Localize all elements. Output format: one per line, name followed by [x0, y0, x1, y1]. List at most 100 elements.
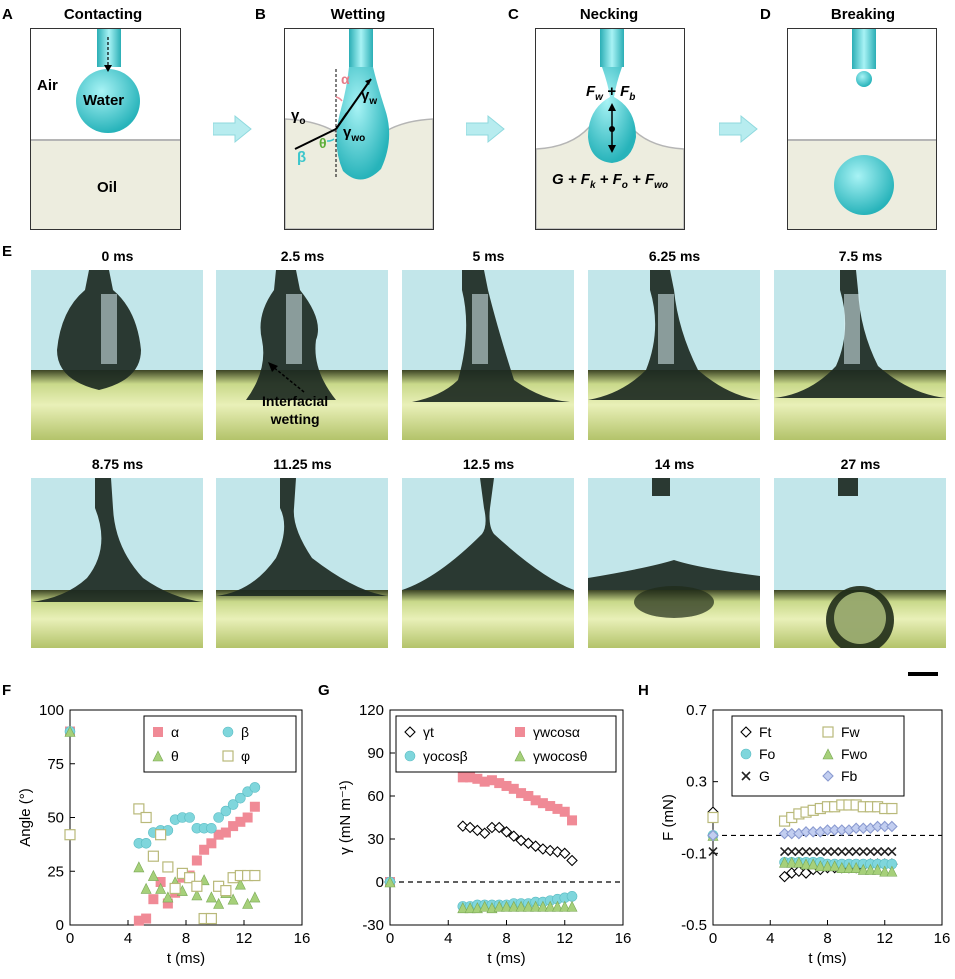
- data-point: [220, 885, 232, 897]
- photo-frame: [774, 270, 946, 440]
- data-point: [64, 725, 76, 737]
- legend-label: γwcosα: [533, 724, 580, 740]
- data-point: [213, 829, 224, 840]
- panel-a-title: Contacting: [63, 6, 143, 23]
- x-axis-label: t (ms): [167, 950, 205, 967]
- panel-label-h: H: [638, 682, 649, 699]
- y-tick-label: -30: [362, 917, 384, 934]
- gamma-o-sub: o: [299, 116, 306, 127]
- data-point: [836, 861, 848, 873]
- legend-marker: [514, 750, 526, 762]
- legend-marker: [822, 726, 834, 738]
- data-point: [155, 877, 166, 887]
- y-tick-label: 25: [47, 863, 64, 880]
- x-tick-label: 0: [66, 930, 74, 947]
- x-tick-label: 12: [876, 930, 893, 947]
- data-point: [794, 846, 804, 857]
- data-point: [786, 856, 798, 868]
- x-tick-label: 0: [709, 930, 717, 947]
- frame-time-label: 14 ms: [654, 456, 695, 472]
- gamma-w-sub: w: [369, 96, 378, 107]
- data-point: [191, 889, 203, 901]
- data-point: [478, 827, 491, 840]
- panel-label-g: G: [318, 682, 330, 699]
- data-point: [508, 830, 520, 842]
- data-point: [457, 902, 469, 914]
- data-point: [235, 792, 246, 804]
- data-point: [829, 860, 841, 872]
- water-label: Water: [83, 92, 125, 109]
- photo-frame: [588, 478, 760, 648]
- data-point: [141, 913, 152, 924]
- data-point: [501, 900, 512, 912]
- data-point: [530, 795, 541, 806]
- data-point: [843, 861, 855, 873]
- alpha-label: α: [341, 71, 350, 87]
- schematic-wetting: α γw γo γwo θ β: [284, 28, 434, 230]
- data-point: [880, 846, 890, 857]
- interfacial-label: Interfacial: [262, 393, 329, 409]
- panel-label-b: B: [255, 6, 266, 23]
- frame-time-label: 12.5 ms: [462, 456, 515, 472]
- y-tick-label: 0.7: [686, 702, 707, 719]
- schematic-breaking: [787, 28, 937, 230]
- legend-label: Fwo: [841, 746, 868, 762]
- legend-marker: [822, 748, 834, 760]
- data-point: [822, 846, 833, 857]
- frame-time-label: 11.25 ms: [273, 456, 332, 472]
- data-point: [162, 891, 174, 903]
- photo-frame: [588, 270, 760, 440]
- data-point: [508, 783, 519, 794]
- y-axis-label: F (mN): [660, 794, 677, 841]
- legend-box: [731, 715, 905, 797]
- data-point: [191, 880, 203, 892]
- gamma-wo-sub: wo: [351, 133, 366, 144]
- y-axis-label: γ (mN m⁻¹): [337, 780, 354, 855]
- frame-time-label: 2.5 ms: [280, 248, 325, 264]
- chart-h-force: 0 4 8 12 16 -0.5 -0.1 0.3 0.7 t (ms) F (mN) Ft Fw Fo F…: [660, 702, 951, 967]
- data-point: [522, 900, 534, 912]
- data-point: [707, 811, 719, 824]
- data-point: [155, 882, 167, 894]
- y-tick-label: 75: [47, 756, 64, 773]
- data-point: [830, 846, 840, 857]
- data-point: [552, 803, 563, 814]
- data-point: [779, 856, 791, 868]
- legend-marker: [741, 771, 751, 781]
- data-point: [133, 915, 144, 926]
- legend-label: γocosβ: [423, 748, 468, 764]
- panel-label-f: F: [2, 682, 12, 699]
- data-point: [886, 802, 898, 815]
- data-point: [501, 780, 512, 791]
- legend-label: Ft: [759, 724, 772, 740]
- data-point: [464, 902, 476, 914]
- data-point: [465, 772, 476, 783]
- legend-marker: [404, 750, 416, 762]
- x-tick-label: 16: [934, 930, 951, 947]
- x-tick-label: 4: [444, 930, 452, 947]
- data-point: [865, 846, 876, 857]
- scale-bar: [908, 672, 938, 676]
- droplet-drawing: [76, 29, 140, 133]
- data-point: [523, 791, 534, 801]
- data-point: [227, 893, 239, 905]
- panel-label-d: D: [760, 6, 771, 23]
- data-point: [872, 863, 884, 875]
- y-tick-label: 120: [359, 702, 384, 719]
- wetting-drawing: [285, 29, 433, 229]
- arrow-icon: [213, 114, 252, 144]
- legend-marker: [152, 750, 164, 762]
- bottom-force-label: G + F: [552, 171, 590, 188]
- data-point: [184, 812, 195, 823]
- legend-label: Fo: [759, 746, 776, 762]
- y-tick-label: 100: [39, 702, 64, 719]
- frame-time-label: 0 ms: [101, 248, 134, 264]
- y-tick-label: 30: [367, 831, 384, 848]
- legend-marker: [515, 727, 525, 737]
- data-point: [864, 863, 876, 875]
- gamma-w-label: γ: [361, 87, 370, 104]
- data-point: [708, 846, 718, 857]
- frame-time-label: 5 ms: [472, 248, 505, 264]
- legend-label: γwocosθ: [533, 748, 588, 764]
- data-point: [500, 826, 513, 838]
